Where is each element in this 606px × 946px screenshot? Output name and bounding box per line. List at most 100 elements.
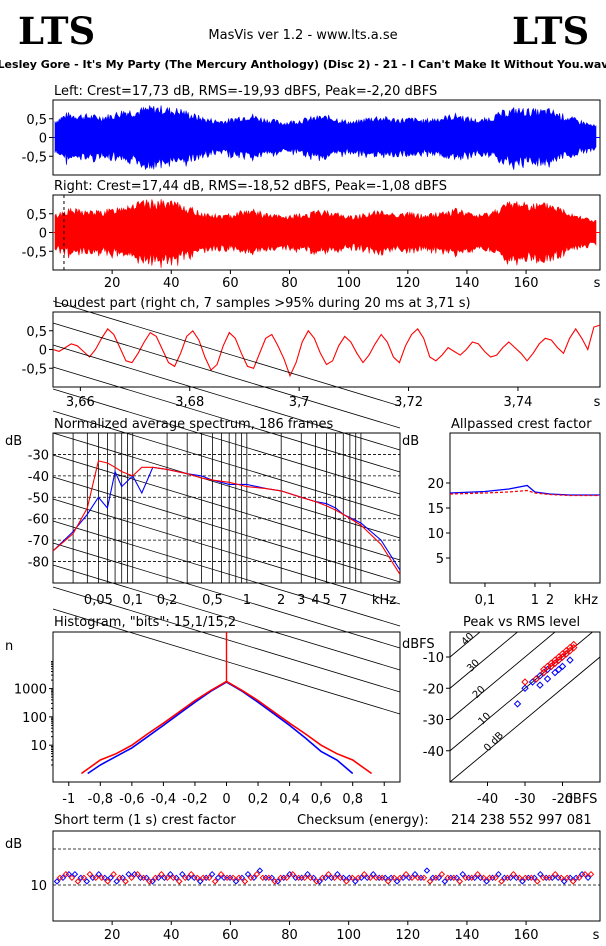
loudest-ytick-label: -0,5	[22, 362, 47, 377]
shortcrest-right-point	[444, 874, 452, 882]
peakrms-right-point	[551, 659, 559, 667]
loudest-xtick-label: 3,68	[175, 395, 204, 410]
shortcrest-right-point	[205, 874, 213, 882]
shortcrest-right-point	[217, 870, 225, 878]
shortcrest-left-point	[459, 870, 466, 878]
peakrms-xtick-label: -20	[552, 792, 573, 807]
right-title: Right: Crest=17,44 dB, RMS=-18,52 dBFS, …	[54, 179, 447, 194]
shortcrest-right-point	[211, 878, 219, 885]
right-ytick-label: -0,5	[22, 245, 47, 260]
peakrms-ytick-label: -10	[423, 651, 444, 666]
peakrms-right-point	[521, 678, 529, 686]
shortcrest-right-point	[62, 870, 70, 878]
shortcrest-right-point	[241, 878, 249, 885]
peakrms-right-point	[555, 656, 563, 664]
shortcrest-right-point	[569, 878, 577, 885]
shortcrest-right-point	[480, 874, 487, 882]
crest-xtick-label: 2	[546, 593, 554, 608]
shortcrest-ytick-label: 10	[30, 879, 47, 894]
crest-xtick-label: 1	[531, 593, 539, 608]
shortcrest-right-point	[122, 878, 129, 885]
shortcrest-xtick-label: 60	[222, 928, 239, 943]
spectrum-slope-line	[52, 432, 401, 539]
shortcrest-left-point	[256, 867, 264, 874]
shortcrest-left-point	[125, 870, 132, 878]
spectrum-right-line	[53, 460, 400, 575]
shortcrest-right-point	[575, 874, 583, 882]
shortcrest-title: Short term (1 s) crest factor	[54, 813, 236, 828]
spectrum-xtick-label: 2	[277, 593, 285, 608]
peakrms-right-point	[532, 675, 540, 683]
peakrms-diagonal	[450, 632, 556, 721]
peakrms-right-point	[570, 643, 578, 652]
shortcrest-right-point	[74, 878, 82, 885]
peakrms-ytick-label: -20	[423, 682, 444, 697]
spectrum-xtick-label: 4	[311, 593, 319, 608]
spectrum-slope-line	[52, 322, 401, 429]
shortcrest-left-point	[411, 870, 419, 878]
shortcrest-right-point	[474, 870, 481, 878]
right-xtick-label: 80	[281, 276, 298, 291]
shortcrest-left-point	[560, 878, 568, 885]
shortcrest-left-point	[304, 870, 311, 878]
shortcrest-right-point	[546, 874, 553, 882]
shortcrest-right-point	[450, 874, 457, 882]
peakrms-left-point	[558, 662, 567, 671]
shortcrest-xtick-label: 160	[514, 928, 539, 943]
shortcrest-right-point	[271, 878, 278, 885]
shortcrest-right-point	[468, 874, 475, 882]
spectrum-lines	[53, 460, 400, 575]
plot-layer: 0,50-0,50,50-0,520 40 60 80 100 120 140 160 s0,5…	[14, 99, 601, 943]
shortcrest-left-point	[483, 878, 490, 885]
shortcrest-right-point	[426, 878, 434, 885]
shortcrest-right-point	[110, 870, 117, 878]
spectrum-slope-line	[52, 542, 401, 649]
shortcrest-right-point	[492, 874, 499, 882]
spectrum-left-line	[53, 466, 400, 571]
histogram-xtick-label: -0,4	[151, 792, 176, 807]
peakrms-xtick-label: -40	[477, 792, 498, 807]
shortcrest-left-point	[584, 874, 592, 882]
shortcrest-xtick-label: 120	[395, 928, 420, 943]
shortcrest-right-point	[432, 874, 440, 882]
spectrum-xtick-label: 0,05	[84, 593, 113, 608]
shortcrest-right-point	[402, 870, 410, 878]
histogram-ytick-label: 100	[22, 711, 47, 726]
peakrms-ylabel: dBFS	[402, 637, 435, 652]
spectrum-ylabel: dB	[5, 434, 22, 449]
spectrum-slope-line	[52, 454, 401, 561]
loudest-frame	[52, 311, 601, 388]
shortcrest-xtick-label: 80	[281, 928, 298, 943]
shortcrest-left-point	[83, 878, 91, 885]
peakrms-ytick-label: -40	[423, 745, 444, 760]
shortcrest-right-point	[134, 870, 141, 878]
shortcrest-right-point	[235, 874, 243, 882]
spectrum-slope-line	[52, 476, 401, 583]
shortcrest-right-point	[414, 874, 422, 882]
peakrms-xtick-label: -30	[514, 792, 535, 807]
right-waveform	[54, 199, 597, 269]
shortcrest-right-point	[540, 874, 547, 882]
histogram-ytick-label: 1000	[14, 683, 47, 698]
spectrum-slope-line	[52, 498, 401, 605]
checksum-value: 214 238 552 997 081	[451, 813, 592, 828]
shortcrest-right-point	[378, 874, 386, 882]
right-ytick-label: 0,5	[26, 208, 47, 223]
shortcrest-left-point	[167, 870, 174, 878]
shortcrest-right-point	[176, 878, 183, 885]
shortcrest-right-point	[116, 874, 123, 882]
file-name: Lesley Gore - It's My Party (The Mercury…	[0, 58, 606, 71]
histogram-xtick-label: 0,4	[279, 792, 300, 807]
shortcrest-right-point	[182, 874, 189, 882]
logo-left: LTS	[18, 9, 95, 53]
shortcrest-right-point	[373, 874, 380, 882]
checksum-label: Checksum (energy):	[297, 813, 429, 828]
shortcrest-right-point	[223, 874, 231, 882]
shortcrest-left-point	[71, 870, 79, 878]
histogram-right-line	[80, 680, 373, 775]
shortcrest-left-point	[113, 878, 120, 885]
spectrum-xtick-label: 5	[322, 593, 330, 608]
crest-frame	[449, 432, 601, 584]
spectrum-xtick-label: 3	[297, 593, 305, 608]
shortcrest-right-point	[557, 874, 565, 882]
